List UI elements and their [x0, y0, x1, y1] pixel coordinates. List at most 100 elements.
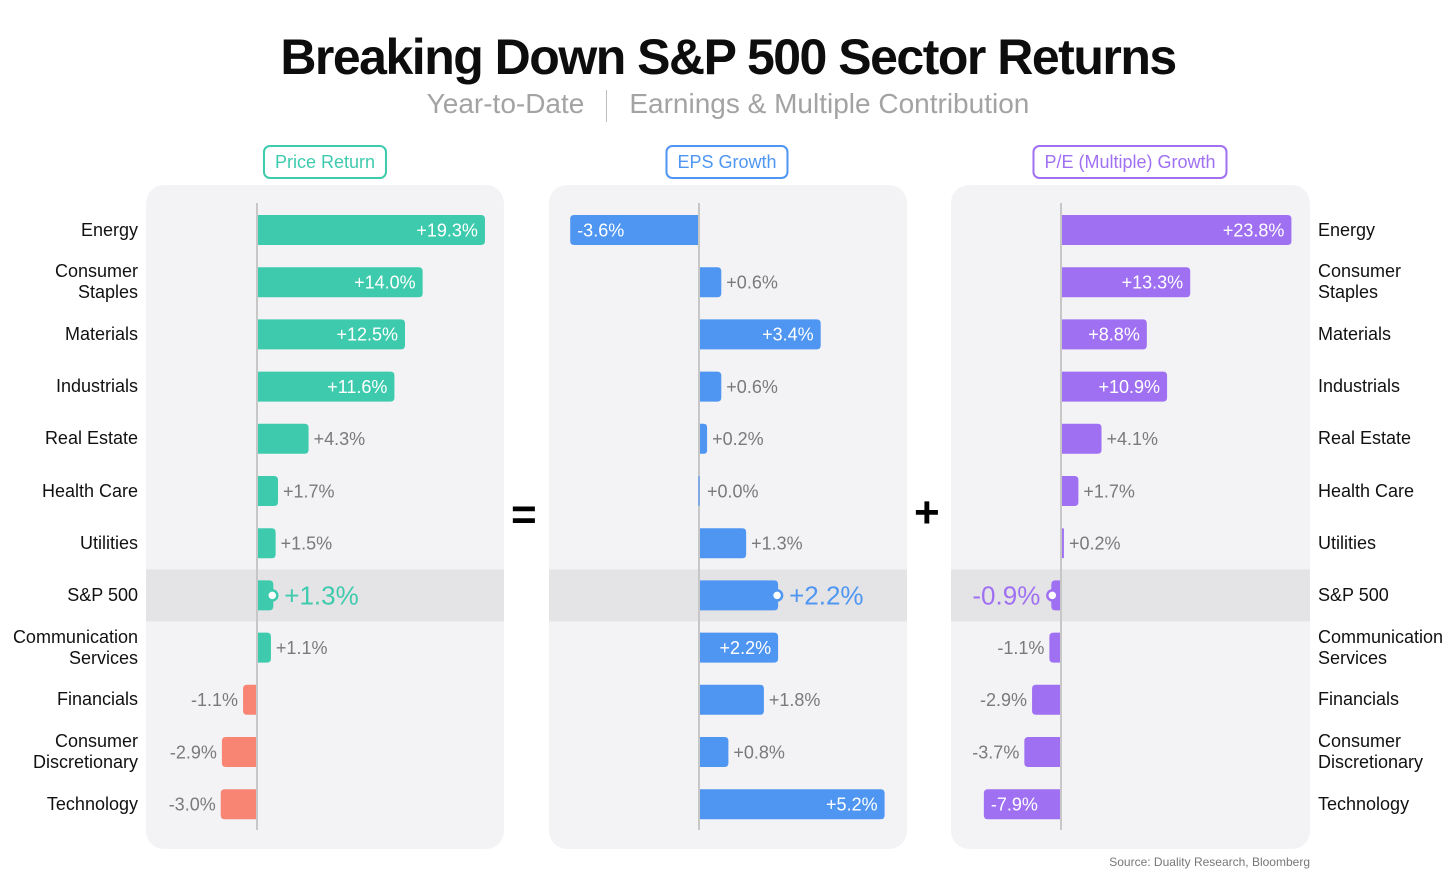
chart-title: Breaking Down S&P 500 Sector Returns [280, 29, 1177, 85]
pe-bar-communication-services [1049, 632, 1060, 663]
category-label-right-energy: Energy [1318, 220, 1375, 241]
category-label-line: Energy [1318, 219, 1376, 240]
eps-value-label-real-estate: +0.2% [712, 429, 764, 449]
subtitle-description: Earnings & Multiple Contribution [629, 88, 1030, 119]
eps-bar-communication-services [700, 632, 779, 663]
price-value-label-utilities: +1.5% [281, 534, 333, 554]
eps-bar-real-estate [700, 423, 708, 454]
subtitle-divider [606, 89, 608, 122]
category-label-right-financials: Financials [1318, 689, 1399, 710]
category-label-line: Financials [56, 689, 138, 710]
category-label-line: S&P 500 [67, 584, 138, 605]
pe-bar-financials [1032, 684, 1060, 715]
eps-bar-consumer-discretionary [700, 737, 729, 767]
eps-bar-consumer-staples [700, 267, 722, 298]
category-label-line: Health Care [1318, 480, 1415, 501]
eps-value-label-consumer-staples: +0.6% [726, 273, 778, 293]
pe-panel-background [951, 185, 1310, 849]
category-label-left-materials: Materials [65, 324, 138, 345]
pe-bar-consumer-staples [1062, 267, 1191, 298]
price-value-label-financials: -1.1% [191, 690, 238, 710]
category-label-line: Consumer [1318, 731, 1402, 751]
pe-value-label-industrials: +10.9% [1099, 377, 1161, 397]
eps-value-label-technology: +5.2% [826, 795, 878, 815]
pe-value-label-consumer-discretionary: -3.7% [972, 742, 1019, 762]
category-label-line: Consumer [54, 261, 138, 282]
category-label-line: Energy [80, 219, 138, 240]
price-bar-utilities [258, 528, 276, 559]
chart-subtitle: Year-to-Date Earnings & Multiple Contribu… [0, 88, 1456, 122]
plus-operator: + [914, 488, 940, 537]
pe-marker-s-p-500 [1046, 589, 1059, 602]
category-label-line: Discretionary [32, 752, 138, 772]
eps-value-label-consumer-discretionary: +0.8% [733, 742, 785, 762]
pe-value-label-health-care: +1.7% [1083, 481, 1135, 501]
eps-value-label-s-p-500: +2.2% [789, 581, 863, 611]
category-label-line: Consumer [54, 731, 138, 751]
eps-bar-s-p-500 [700, 580, 779, 611]
category-label-line: Technology [1318, 793, 1410, 814]
category-label-line: Utilities [1318, 532, 1377, 553]
pe-bar-consumer-discretionary [1024, 737, 1060, 767]
eps-value-label-utilities: +1.3% [751, 534, 803, 554]
category-label-right-industrials: Industrials [1318, 376, 1400, 397]
category-label-line: Staples [1318, 282, 1379, 303]
pe-value-label-energy: +23.8% [1223, 220, 1285, 240]
price-value-label-communication-services: +1.1% [276, 638, 328, 658]
category-label-right-materials: Materials [1318, 324, 1391, 345]
category-label-line: Consumer [1318, 261, 1402, 282]
price-bar-industrials [258, 371, 395, 402]
eps-bar-health-care [698, 476, 700, 506]
category-label-left-real-estate: Real Estate [45, 428, 138, 449]
pe-bar-utilities [1062, 528, 1064, 559]
price-bar-technology [220, 789, 256, 820]
category-label-right-consumer-discretionary: Consumer Discretionary [1318, 731, 1423, 773]
category-label-right-utilities: Utilities [1318, 533, 1376, 554]
price-value-label-technology: -3.0% [169, 795, 216, 815]
price-value-label-energy: +19.3% [416, 220, 478, 240]
pe-value-label-financials: -2.9% [980, 690, 1027, 710]
eps-bar-industrials [700, 371, 722, 402]
price-bar-energy [258, 215, 485, 245]
category-label-left-communication-services: Communication Services [13, 627, 138, 669]
eps-bar-technology [700, 789, 885, 820]
category-label-right-real-estate: Real Estate [1318, 428, 1411, 449]
pe-bar-health-care [1062, 476, 1079, 506]
category-label-line: Materials [64, 323, 138, 344]
eps-value-label-financials: +1.8% [769, 690, 821, 710]
category-label-line: S&P 500 [1318, 584, 1389, 605]
category-label-line: Communication [1318, 626, 1444, 647]
category-label-line: Services [1318, 647, 1388, 668]
category-label-line: Communication [12, 626, 138, 647]
eps-bar-utilities [700, 528, 747, 559]
subtitle-period: Year-to-Date [426, 88, 585, 119]
category-label-left-technology: Technology [47, 794, 138, 815]
eps-bar-materials [700, 319, 821, 350]
pe-value-label-s-p-500: -0.9% [972, 581, 1040, 611]
category-label-line: Industrials [1318, 376, 1401, 397]
price-bar-materials [258, 319, 405, 350]
pe-bar-energy [1062, 215, 1292, 245]
pe-bar-real-estate [1062, 423, 1102, 454]
price-bar-financials [243, 684, 256, 715]
pe-value-label-communication-services: -1.1% [997, 638, 1044, 658]
price-bar-s-p-500 [258, 580, 274, 611]
category-label-left-utilities: Utilities [80, 533, 138, 554]
category-label-right-health-care: Health Care [1318, 481, 1414, 502]
category-label-right-s-p-500: S&P 500 [1318, 585, 1389, 606]
category-label-line: Staples [77, 282, 138, 303]
price-highlight-row [146, 569, 504, 622]
eps-value-label-communication-services: +2.2% [720, 638, 772, 658]
category-label-right-technology: Technology [1318, 794, 1409, 815]
eps-value-label-materials: +3.4% [762, 325, 814, 345]
pe-value-label-real-estate: +4.1% [1107, 429, 1159, 449]
eps-panel-background [549, 185, 907, 849]
price-marker-s-p-500 [266, 589, 279, 602]
category-label-line: Real Estate [44, 428, 138, 449]
eps-value-label-energy: -3.6% [577, 220, 624, 240]
pe-value-label-consumer-staples: +13.3% [1122, 273, 1184, 293]
category-label-line: Health Care [41, 480, 138, 501]
eps-bar-energy [570, 215, 698, 245]
eps-value-label-health-care: +0.0% [707, 481, 759, 501]
pe-value-label-utilities: +0.2% [1069, 534, 1121, 554]
